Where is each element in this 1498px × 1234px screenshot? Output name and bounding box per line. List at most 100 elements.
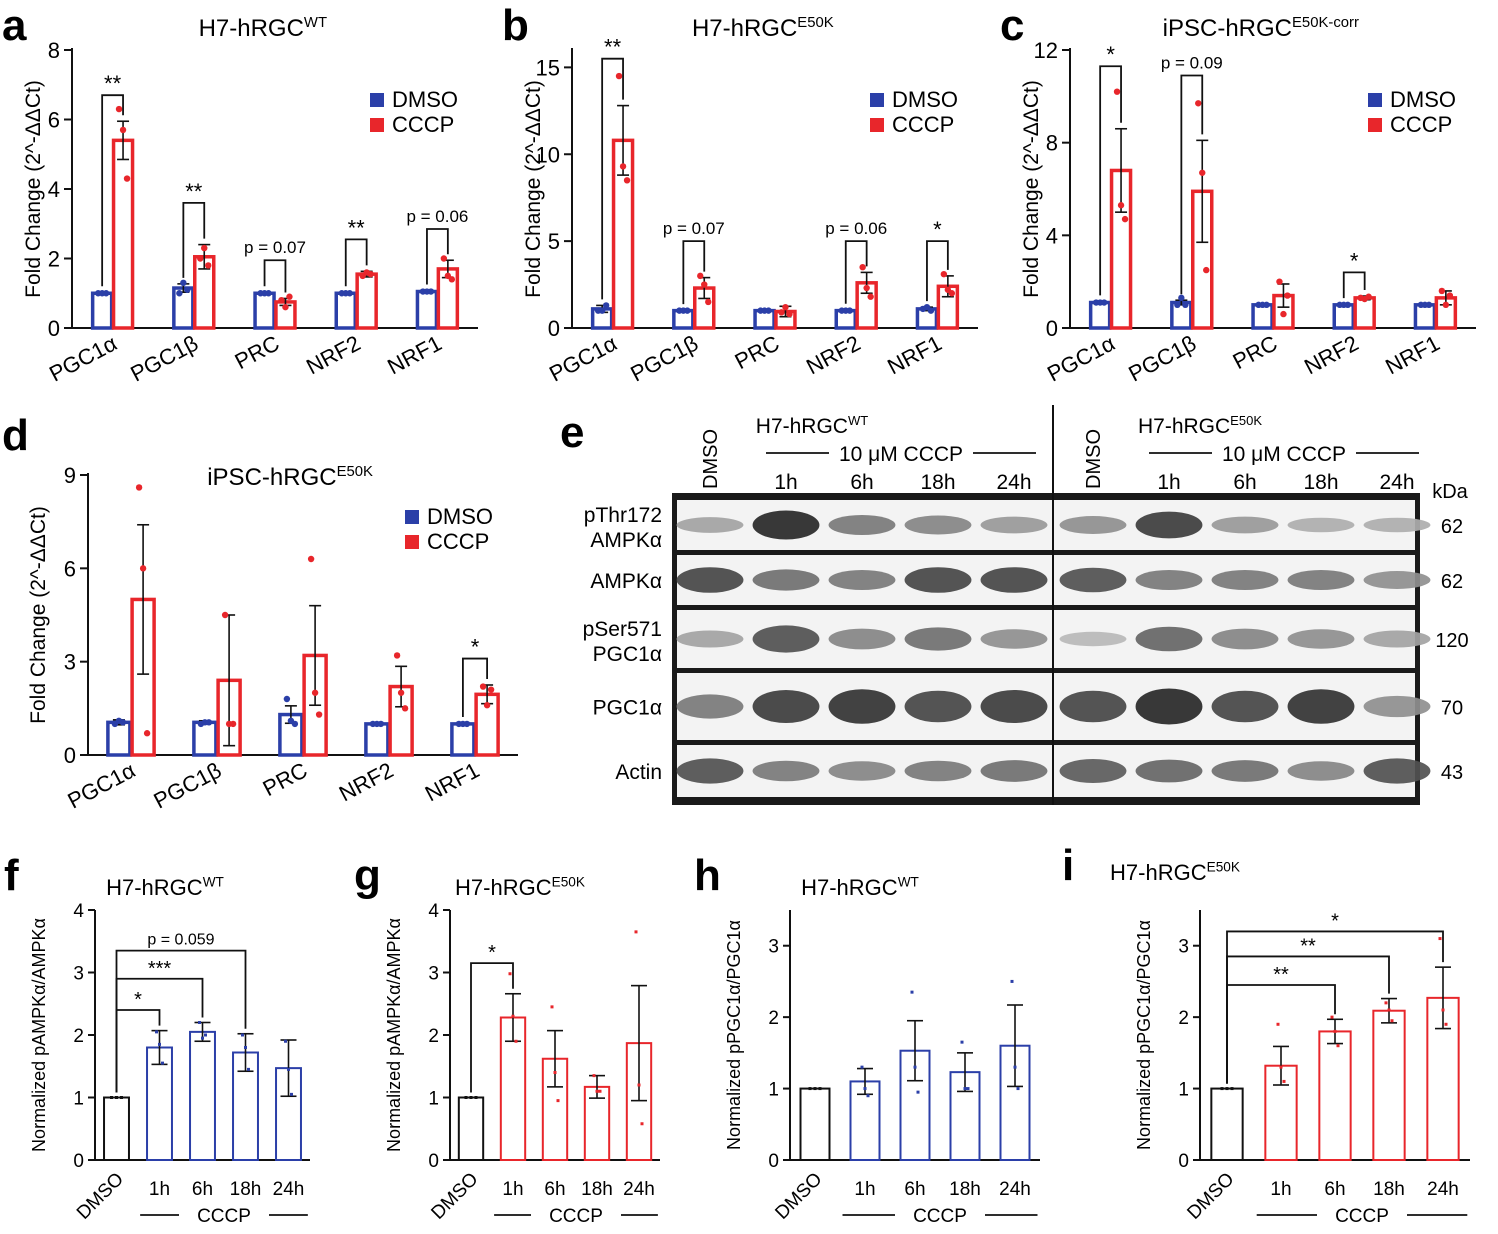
significance-bracket	[461, 657, 489, 717]
data-point	[1438, 287, 1446, 295]
significance-bracket	[682, 240, 706, 305]
significance-bracket	[263, 259, 287, 293]
x-tick-label: PGC1β	[126, 330, 202, 386]
chart-title: H7-hRGCWT	[106, 875, 224, 900]
significance-bracket	[115, 1009, 161, 1093]
panel-letter: i	[1062, 841, 1074, 890]
legend-label-dmso: DMSO	[1390, 87, 1456, 112]
bar-dmso	[1088, 300, 1112, 330]
data-point	[619, 163, 627, 170]
data-point	[1203, 266, 1210, 274]
data-point	[1425, 301, 1433, 309]
significance-bracket	[344, 238, 368, 287]
x-tick-label: NRF2	[302, 330, 364, 379]
data-point	[291, 720, 299, 728]
blot-band	[1135, 626, 1203, 652]
y-tick-label: 0	[1046, 316, 1058, 341]
data-point	[1282, 1079, 1286, 1083]
blot-band	[828, 569, 896, 591]
blot-band	[904, 690, 972, 723]
bar-dmso	[334, 291, 357, 330]
data-point	[867, 293, 874, 300]
x-tick-label: NRF2	[1300, 330, 1362, 379]
chart-panel-c: c iPSC-hRGCE50K-corr 0 4 8 12 Fold Change (2^-…	[1000, 1, 1476, 387]
blot-band	[1287, 569, 1355, 591]
bar-dmso	[364, 722, 390, 757]
chart-panel-g: g H7-hRGCE50K 0 1 2 3 4 Normalized pAMPKα/AMPKα…	[354, 851, 660, 1227]
y-tick-label: 5	[548, 229, 560, 254]
chart-title-main: iPSC-hRGC	[207, 464, 336, 491]
group-label: CCCP	[1335, 1206, 1389, 1227]
data-point	[346, 290, 353, 297]
data-point	[1441, 1008, 1445, 1012]
data-point	[1387, 1008, 1391, 1012]
data-point	[701, 281, 708, 288]
data-point	[1263, 301, 1270, 309]
data-point	[684, 307, 691, 314]
significance-label: **	[1300, 935, 1316, 957]
data-point	[1344, 301, 1351, 309]
data-point	[401, 705, 409, 712]
chart-title-main: H7-hRGC	[801, 875, 898, 900]
significance-bracket	[470, 962, 514, 1093]
chart-title: iPSC-hRGCE50K	[207, 464, 373, 491]
data-point	[913, 1065, 917, 1069]
x-tick-label: 24h	[273, 1179, 305, 1200]
data-point	[229, 720, 237, 728]
x-tick-label: 1h	[149, 1179, 170, 1200]
data-point	[1199, 169, 1206, 176]
significance-label: p = 0.059	[147, 932, 214, 949]
blot-band	[1363, 758, 1431, 784]
y-tick-label: 0	[48, 316, 60, 341]
blot-band	[676, 694, 744, 719]
group-label: CCCP	[913, 1206, 967, 1227]
chart-title: iPSC-hRGCE50K-corr	[1163, 15, 1359, 42]
bar	[103, 1096, 130, 1161]
y-tick-label: 1	[428, 1089, 439, 1110]
blot-row-label-line1: pSer571	[583, 618, 662, 641]
blot-row-label: Actin	[615, 761, 662, 784]
blot-band	[1135, 688, 1203, 725]
blot-row-label: PGC1α	[593, 697, 662, 720]
y-tick-label: 2	[1178, 1008, 1189, 1029]
significance-bracket	[1226, 930, 1444, 1084]
data-point	[640, 1122, 644, 1126]
data-point	[1280, 310, 1287, 318]
data-point	[120, 1096, 123, 1099]
blot-band	[980, 689, 1048, 724]
y-axis-label: Fold Change (2^-ΔΔCt)	[522, 80, 545, 298]
data-point	[286, 293, 293, 300]
blot-band	[828, 761, 896, 781]
bar	[1318, 1030, 1352, 1161]
blot-band	[1363, 571, 1431, 589]
significance-label: **	[185, 179, 203, 204]
significance-label: *	[471, 635, 480, 660]
legend-swatch-cccp	[370, 118, 384, 132]
bar-dmso	[415, 289, 439, 330]
chart-title: H7-hRGCE50K	[1110, 860, 1240, 885]
data-point	[1442, 301, 1450, 309]
panel-letter: b	[502, 1, 529, 50]
data-point	[176, 290, 183, 297]
blot-band	[752, 625, 820, 653]
significance-bracket	[426, 228, 449, 285]
legend-swatch-dmso	[405, 510, 419, 524]
x-tick-label: 24h	[999, 1179, 1031, 1200]
x-tick-label: DMSO	[1183, 1169, 1238, 1224]
x-tick-label: 18h	[1373, 1179, 1405, 1200]
kda-value: 70	[1441, 698, 1463, 720]
blot-band	[1363, 630, 1431, 648]
data-point	[940, 270, 948, 278]
blot-band	[676, 517, 744, 533]
y-tick-label: 8	[1046, 131, 1058, 156]
blot-group-e50k-title: H7-hRGCE50K	[1138, 413, 1262, 438]
significance-bracket	[844, 240, 868, 304]
blot-group-e50k-title-main: H7-hRGC	[1138, 415, 1230, 438]
y-axis-label: Normalized pAMPKα/AMPKα	[29, 918, 49, 1152]
data-point	[1117, 202, 1125, 209]
blot-band	[752, 689, 820, 724]
y-axis-label: Normalized pPGC1α/PGC1α	[1134, 920, 1154, 1150]
bar-dmso	[1251, 303, 1274, 330]
significance-bracket	[1099, 65, 1122, 296]
y-axis-label: Normalized pAMPKα/AMPKα	[384, 918, 404, 1152]
